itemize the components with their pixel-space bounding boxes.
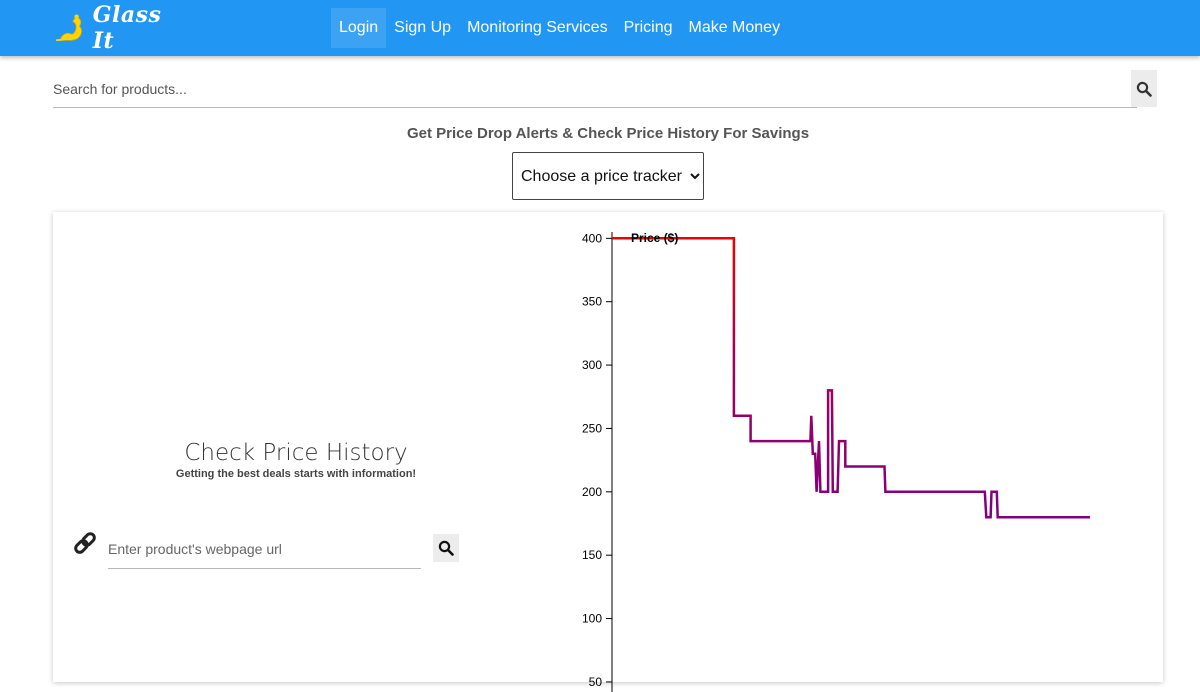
link-icon	[74, 532, 96, 554]
tagline: Get Price Drop Alerts & Check Price Hist…	[406, 125, 810, 142]
y-tick-label: 200	[582, 485, 602, 499]
y-axis-label: Price ($)	[631, 231, 678, 245]
price-history-chart: 400 350 300 250 200 150 100 50 Price ($)	[582, 231, 1090, 692]
price-tracker-select[interactable]: Choose a price tracker	[512, 152, 704, 200]
check-history-button[interactable]	[433, 534, 459, 562]
nav-sign-up[interactable]: Sign Up	[394, 19, 452, 36]
history-title: Check Price History	[184, 440, 408, 466]
nav-links: Login Sign Up Monitoring Services Pricin…	[331, 8, 788, 48]
product-url-input[interactable]	[108, 530, 421, 569]
y-tick-label: 250	[582, 421, 602, 435]
price-history-card: Check Price History Getting the best dea…	[53, 212, 1163, 692]
nav-pricing[interactable]: Pricing	[623, 19, 673, 36]
y-tick-label: 300	[582, 358, 602, 372]
price-lines	[612, 237, 1090, 519]
nav-make-money[interactable]: Make Money	[688, 19, 781, 36]
search-input[interactable]	[53, 70, 1137, 108]
search-icon	[1136, 81, 1152, 97]
logo[interactable]: Glass It	[55, 2, 185, 54]
y-tick-label: 350	[582, 295, 602, 309]
price-series-line	[612, 237, 1090, 519]
genie-icon	[55, 14, 82, 42]
y-tick-label: 100	[582, 612, 602, 626]
y-tick-label: 50	[589, 675, 603, 689]
y-tick-label: 150	[582, 548, 602, 562]
product-search	[53, 70, 1157, 108]
y-axis: 400 350 300 250 200 150 100 50	[582, 231, 613, 692]
search-icon	[438, 540, 454, 556]
navbar: Glass It Login Sign Up Monitoring Servic…	[0, 0, 1200, 56]
nav-login[interactable]: Login	[331, 8, 387, 48]
search-button[interactable]	[1131, 70, 1157, 107]
logo-text: Glass It	[92, 2, 162, 54]
nav-monitoring-services[interactable]: Monitoring Services	[467, 19, 608, 36]
history-subtitle: Getting the best deals starts with infor…	[175, 468, 417, 480]
y-tick-label: 400	[582, 231, 602, 245]
